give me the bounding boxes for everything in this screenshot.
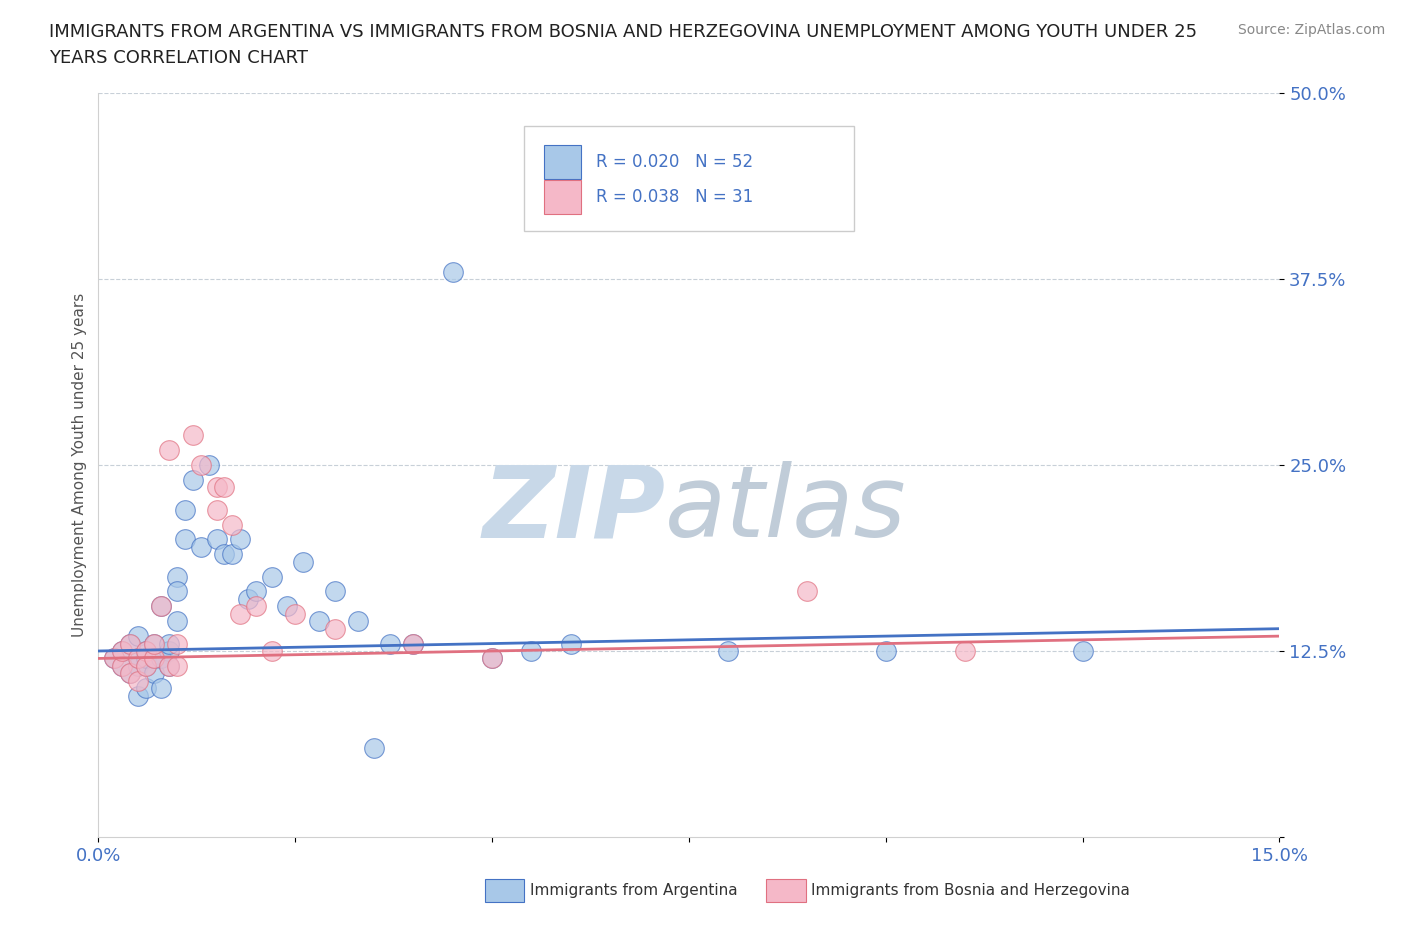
Point bbox=[166, 658, 188, 673]
Point bbox=[717, 644, 740, 658]
Point bbox=[205, 532, 228, 547]
Point bbox=[135, 644, 157, 658]
Point bbox=[111, 644, 134, 658]
Point bbox=[229, 532, 252, 547]
Point bbox=[157, 636, 180, 651]
Point bbox=[157, 644, 180, 658]
Point bbox=[127, 629, 149, 644]
Point bbox=[166, 614, 188, 629]
Text: R = 0.038   N = 31: R = 0.038 N = 31 bbox=[596, 188, 752, 206]
Point bbox=[363, 740, 385, 755]
Point bbox=[520, 644, 543, 658]
Text: IMMIGRANTS FROM ARGENTINA VS IMMIGRANTS FROM BOSNIA AND HERZEGOVINA UNEMPLOYMENT: IMMIGRANTS FROM ARGENTINA VS IMMIGRANTS … bbox=[49, 23, 1198, 41]
Point bbox=[150, 599, 173, 614]
Point bbox=[441, 264, 464, 279]
Point bbox=[135, 658, 157, 673]
Point bbox=[166, 584, 188, 599]
Point bbox=[378, 636, 401, 651]
Point bbox=[260, 644, 283, 658]
Point bbox=[323, 621, 346, 636]
Text: YEARS CORRELATION CHART: YEARS CORRELATION CHART bbox=[49, 49, 308, 67]
Point bbox=[292, 554, 315, 569]
Point bbox=[214, 480, 236, 495]
Point bbox=[181, 428, 204, 443]
Point bbox=[323, 584, 346, 599]
Bar bbox=[544, 180, 582, 214]
Point bbox=[347, 614, 370, 629]
Point bbox=[135, 644, 157, 658]
Point bbox=[118, 666, 141, 681]
Point bbox=[276, 599, 298, 614]
Point bbox=[221, 517, 243, 532]
Point bbox=[308, 614, 330, 629]
Point bbox=[953, 644, 976, 658]
Point bbox=[796, 584, 818, 599]
Point bbox=[157, 443, 180, 458]
Point bbox=[560, 636, 582, 651]
Point bbox=[245, 599, 267, 614]
Point bbox=[402, 636, 425, 651]
Point bbox=[229, 606, 252, 621]
Point bbox=[284, 606, 307, 621]
Point bbox=[205, 502, 228, 517]
Point bbox=[118, 636, 141, 651]
Point bbox=[103, 651, 125, 666]
Point bbox=[260, 569, 283, 584]
FancyBboxPatch shape bbox=[523, 126, 855, 231]
Point bbox=[481, 651, 503, 666]
Text: Source: ZipAtlas.com: Source: ZipAtlas.com bbox=[1237, 23, 1385, 37]
Point bbox=[190, 458, 212, 472]
Point bbox=[150, 599, 173, 614]
Text: Immigrants from Bosnia and Herzegovina: Immigrants from Bosnia and Herzegovina bbox=[811, 883, 1130, 897]
Point bbox=[127, 651, 149, 666]
Point bbox=[174, 532, 197, 547]
Point bbox=[127, 651, 149, 666]
Point bbox=[221, 547, 243, 562]
Point bbox=[127, 658, 149, 673]
Point bbox=[166, 636, 188, 651]
Point bbox=[236, 591, 259, 606]
Text: Immigrants from Argentina: Immigrants from Argentina bbox=[530, 883, 738, 897]
Text: R = 0.020   N = 52: R = 0.020 N = 52 bbox=[596, 153, 752, 171]
Point bbox=[142, 636, 165, 651]
Point bbox=[127, 688, 149, 703]
Point bbox=[103, 651, 125, 666]
Point bbox=[166, 569, 188, 584]
Point bbox=[150, 651, 173, 666]
Text: atlas: atlas bbox=[665, 461, 907, 558]
Y-axis label: Unemployment Among Youth under 25 years: Unemployment Among Youth under 25 years bbox=[72, 293, 87, 637]
Point bbox=[174, 502, 197, 517]
Text: ZIP: ZIP bbox=[482, 461, 665, 558]
Point bbox=[142, 666, 165, 681]
Point bbox=[135, 658, 157, 673]
Point bbox=[142, 636, 165, 651]
Point bbox=[205, 480, 228, 495]
Point bbox=[127, 673, 149, 688]
Point bbox=[111, 644, 134, 658]
Point bbox=[150, 681, 173, 696]
Point bbox=[135, 651, 157, 666]
Bar bbox=[544, 145, 582, 179]
Point bbox=[1071, 644, 1094, 658]
Point bbox=[157, 658, 180, 673]
Point bbox=[875, 644, 897, 658]
Point bbox=[197, 458, 219, 472]
Point bbox=[142, 651, 165, 666]
Point bbox=[118, 636, 141, 651]
Point bbox=[214, 547, 236, 562]
Point bbox=[245, 584, 267, 599]
Point bbox=[118, 666, 141, 681]
Point bbox=[190, 539, 212, 554]
Point bbox=[111, 658, 134, 673]
Point bbox=[157, 658, 180, 673]
Point bbox=[142, 651, 165, 666]
Point bbox=[402, 636, 425, 651]
Point bbox=[135, 681, 157, 696]
Point bbox=[181, 472, 204, 487]
Point bbox=[111, 658, 134, 673]
Point bbox=[481, 651, 503, 666]
